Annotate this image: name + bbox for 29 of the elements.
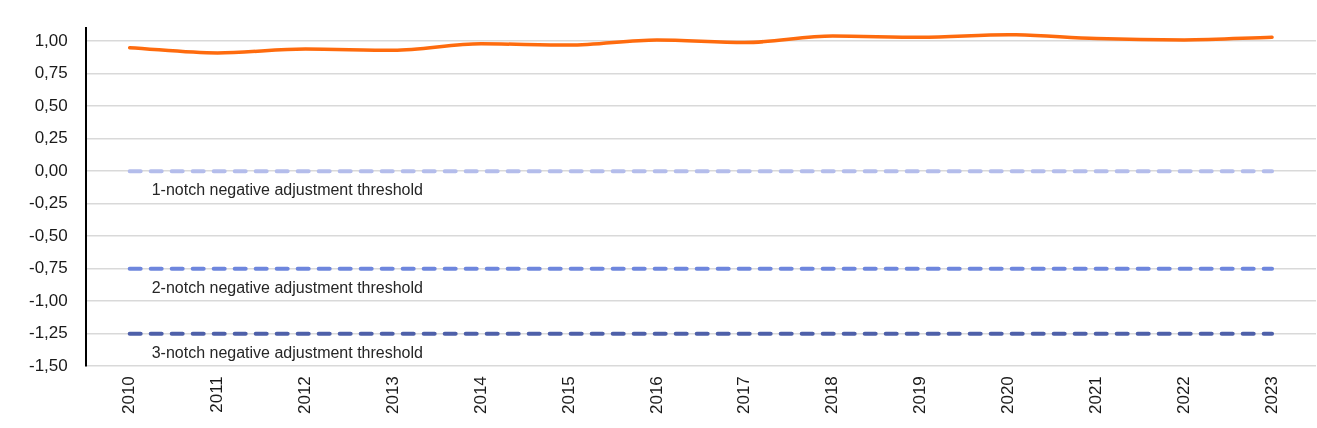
y-tick-label: -1,50 <box>29 355 68 375</box>
y-tick-label: -1,25 <box>29 323 68 343</box>
line-series <box>127 32 1274 55</box>
x-tick-label: 2017 <box>734 376 754 415</box>
x-tick-label: 2021 <box>1086 376 1105 415</box>
x-tick-label: 2018 <box>822 376 842 415</box>
ref-line-label: 3-notch negative adjustment threshold <box>151 343 423 361</box>
y-tick-label: 0,75 <box>34 63 68 83</box>
x-tick-label: 2019 <box>910 376 930 415</box>
ref-line-label: 2-notch negative adjustment threshold <box>151 278 423 296</box>
x-tick-label: 2010 <box>119 376 139 415</box>
y-tick-label: 0,50 <box>34 95 68 115</box>
x-tick-label: 2012 <box>295 376 315 415</box>
x-tick-label: 2020 <box>998 376 1018 415</box>
y-tick-label: 1,00 <box>34 30 68 50</box>
x-tick-label: 2013 <box>383 376 402 415</box>
y-tick-label: 0,00 <box>34 160 68 180</box>
x-tick-label: 2014 <box>470 376 490 415</box>
y-tick-label: -1,00 <box>29 290 68 310</box>
x-tick-label: 2011 <box>207 376 227 413</box>
ref-line-label: 1-notch negative adjustment threshold <box>151 181 423 199</box>
y-tick-label: -0,25 <box>29 193 68 213</box>
x-tick-label: 2022 <box>1173 376 1193 415</box>
y-tick-label: 0,25 <box>34 128 68 148</box>
x-tick-label: 2023 <box>1261 376 1281 415</box>
y-tick-label: -0,50 <box>29 225 68 245</box>
x-tick-label: 2016 <box>646 376 666 415</box>
x-tick-label: 2015 <box>558 376 578 415</box>
y-tick-label: -0,75 <box>29 258 68 278</box>
